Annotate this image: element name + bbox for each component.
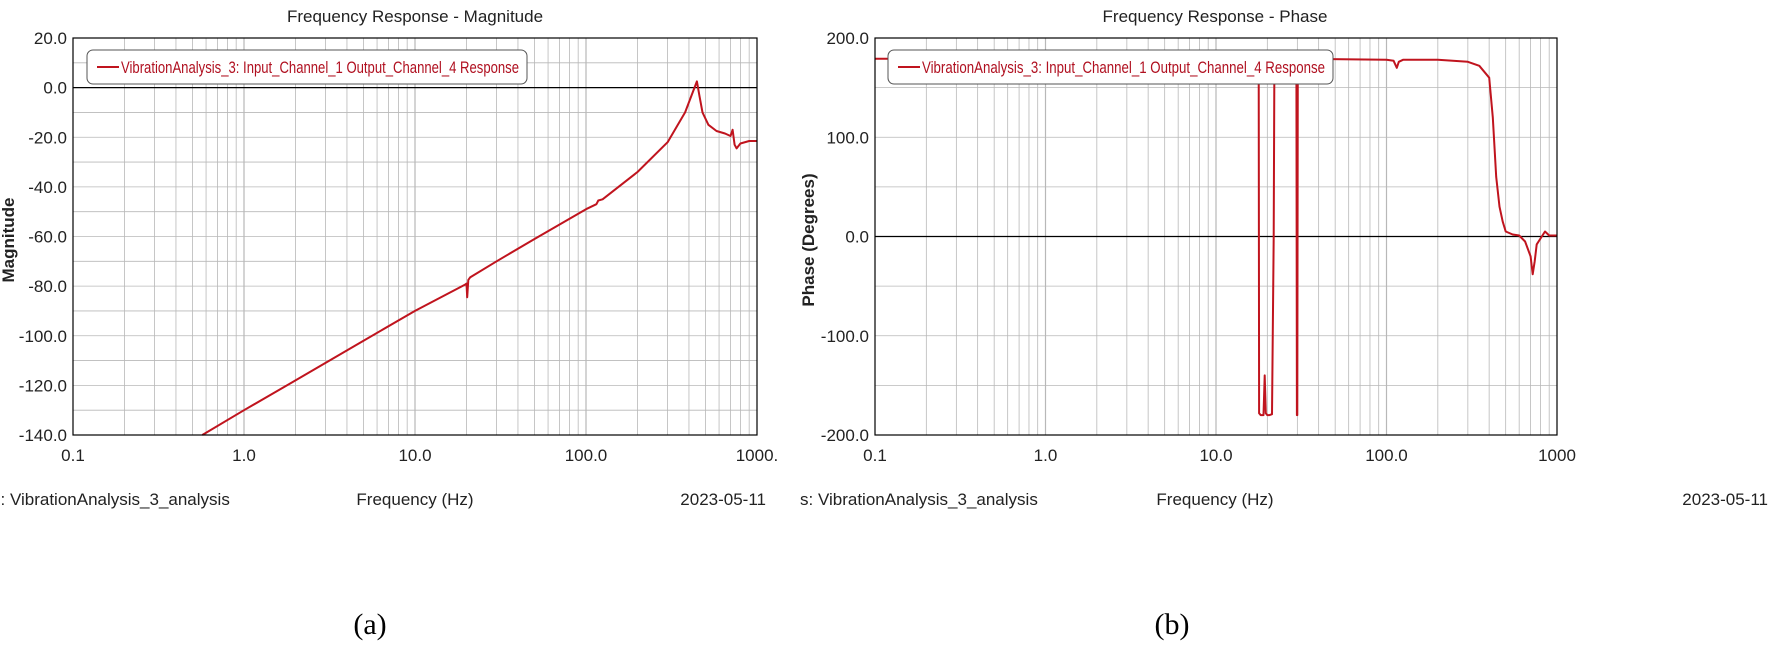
y-tick-labels: 200.0 100.0 0.0 -100.0 -200.0 [821,29,869,445]
series-line [201,80,757,436]
x-tick-label: 1.0 [1034,446,1058,465]
x-tick-label: 1000. [736,446,779,465]
chart-title: Frequency Response - Magnitude [287,7,543,26]
phase-chart: Frequency Response - Phase 200.0 100.0 0.0… [799,7,1768,641]
x-tick-label: 0.1 [61,446,85,465]
legend-box [86,49,528,85]
y-tick-label: -20.0 [28,128,67,147]
y-tick-label: -80.0 [28,277,67,296]
footer-analysis-name: s: VibrationAnalysis_3_analysis [0,490,230,509]
legend-entry: VibrationAnalysis_3: Input_Channel_1 Out… [922,58,1325,77]
x-tick-label: 100.0 [1365,446,1408,465]
x-axis-label: Frequency (Hz) [1156,490,1273,509]
y-tick-label: -200.0 [821,426,869,445]
x-tick-label: 10.0 [398,446,431,465]
y-tick-label: -100.0 [821,327,869,346]
series-lines [875,57,1557,417]
y-tick-label: -60.0 [28,228,67,247]
y-tick-label: 0.0 [43,79,67,98]
x-tick-labels: 0.1 1.0 10.0 100.0 1000. [61,446,778,465]
panel-caption: (a) [353,608,386,641]
y-axis-label: Magnitude [0,198,18,283]
plot-frame [72,37,758,436]
x-tick-label: 100.0 [565,446,608,465]
footer-date: 2023-05-11 [680,490,766,509]
footer-date: 2023-05-11 [1682,490,1768,509]
y-tick-label: -140.0 [19,426,67,445]
y-tick-label: -40.0 [28,178,67,197]
x-tick-label: 1.0 [232,446,256,465]
x-tick-label: 0.1 [863,446,887,465]
legend-box [887,49,1334,85]
plot-grid [73,38,757,435]
plot-frame [874,37,1558,436]
x-tick-label: 1000 [1538,446,1576,465]
y-tick-label: 20.0 [34,29,67,48]
y-tick-label: 200.0 [826,29,869,48]
panel-caption: (b) [1155,608,1190,641]
magnitude-chart: Frequency Response - Magnitude 20.0 0.0 -2… [0,7,778,641]
series-line [875,57,1557,417]
y-axis-label: Phase (Degrees) [799,173,818,306]
legend-entry: VibrationAnalysis_3: Input_Channel_1 Out… [121,58,519,77]
x-tick-label: 10.0 [1199,446,1232,465]
legend: VibrationAnalysis_3: Input_Channel_1 Out… [887,49,1334,85]
y-tick-label: -120.0 [19,376,67,395]
series-lines [201,80,757,436]
x-tick-labels: 0.1 1.0 10.0 100.0 1000 [863,446,1576,465]
y-tick-label: 0.0 [845,228,869,247]
y-tick-label: 100.0 [826,128,869,147]
legend: VibrationAnalysis_3: Input_Channel_1 Out… [86,49,528,85]
x-axis-label: Frequency (Hz) [356,490,473,509]
y-tick-label: -100.0 [19,327,67,346]
chart-title: Frequency Response - Phase [1103,7,1328,26]
y-tick-labels: 20.0 0.0 -20.0 -40.0 -60.0 -80.0 -100.0 -120.0 -… [19,29,67,445]
footer-analysis-name: s: VibrationAnalysis_3_analysis [800,490,1038,509]
